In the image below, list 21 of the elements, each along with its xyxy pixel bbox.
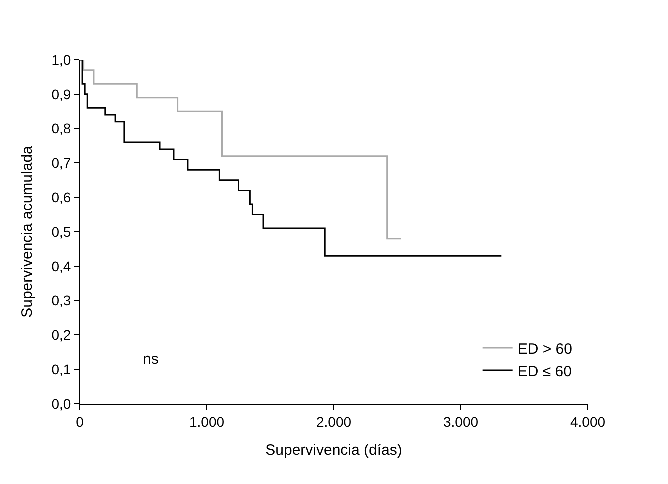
x-tick-label: 0 [76,414,84,430]
x-tick-label: 2.000 [316,414,352,430]
y-tick-label: 0,0 [52,396,72,412]
y-tick-label: 0,6 [52,190,72,206]
x-tick-label: 1.000 [189,414,225,430]
y-axis-title: Supervivencia acumulada [18,145,36,318]
y-tick-label: 0,7 [52,155,72,172]
y-tick-label: 0,1 [52,362,72,378]
x-axis-title: Supervivencia (días) [266,442,402,459]
annotation: ns [143,351,159,368]
x-tick-label: 4.000 [570,414,606,430]
y-tick-label: 0,4 [52,258,72,274]
y-tick-label: 1,0 [52,52,72,68]
legend-label: ED > 60 [518,340,572,358]
y-tick-label: 0,9 [52,86,72,102]
legend-label: ED ≤ 60 [518,363,572,380]
y-tick-label: 0,3 [52,292,72,309]
x-tick-label: 3.000 [443,414,479,430]
y-tick-label: 0,8 [52,120,72,137]
y-tick-label: 0,2 [52,327,72,344]
y-tick-label: 0,5 [52,224,72,240]
